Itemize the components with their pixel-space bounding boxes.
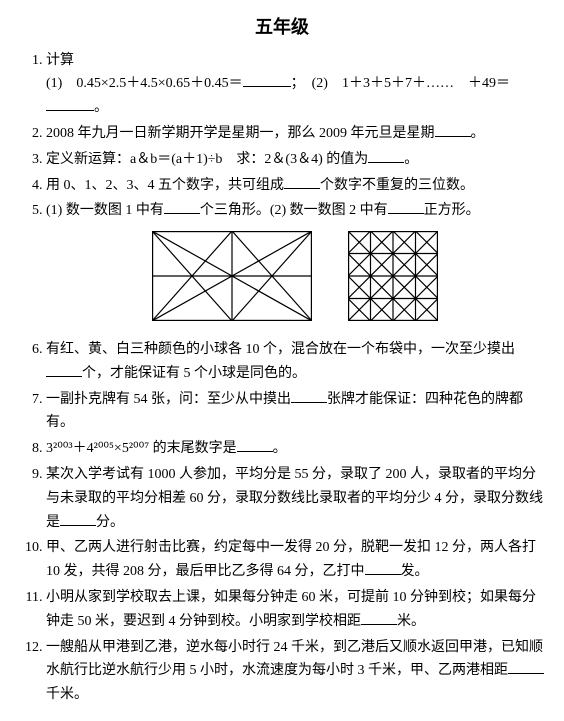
- q12b: 千米。: [46, 687, 88, 702]
- blank: [435, 122, 471, 137]
- q8a: 3²⁰⁰³＋4²⁰⁰⁵×5²⁰⁰⁷ 的末尾数字是: [46, 441, 237, 456]
- q1: 计算 (1) 0.45×2.5＋4.5×0.65＋0.45＝ ； (2) 1＋3＋…: [46, 49, 544, 120]
- blank: [368, 148, 404, 163]
- q7a: 一副扑克牌有 54 张，问：至少从中摸出: [46, 392, 291, 407]
- figures-row: [46, 231, 544, 334]
- blank: [46, 362, 82, 377]
- blank: [164, 199, 200, 214]
- q3b: 。: [404, 152, 418, 167]
- q5: (1) 数一数图 1 中有 个三角形。(2) 数一数图 2 中有 正方形。: [46, 199, 544, 334]
- q10a: 甲、乙两人进行射击比赛，约定每中一发得 20 分，脱靶一发扣 12 分，两人各打…: [46, 540, 536, 579]
- q2a: 2008 年九月一日新学期开学是星期一，那么 2009 年元旦是星期: [46, 126, 435, 141]
- q11: 小明从家到学校取去上课，如果每分钟走 60 米，可提前 10 分钟到校；如果每分…: [46, 586, 544, 634]
- q6a: 有红、黄、白三种颜色的小球各 10 个，混合放在一个布袋中，一次至少摸出: [46, 342, 515, 357]
- blank: [291, 388, 327, 403]
- q6: 有红、黄、白三种颜色的小球各 10 个，混合放在一个布袋中，一次至少摸出个，才能…: [46, 338, 544, 386]
- q1-part1c: 。: [94, 100, 108, 115]
- figure-2: [348, 231, 438, 334]
- blank: [237, 437, 273, 452]
- blank: [388, 199, 424, 214]
- question-list: 计算 (1) 0.45×2.5＋4.5×0.65＋0.45＝ ； (2) 1＋3＋…: [20, 49, 544, 707]
- q2b: 。: [471, 126, 485, 141]
- q5a: (1) 数一数图 1 中有: [46, 203, 164, 218]
- q12: 一艘船从甲港到乙港，逆水每小时行 24 千米，到乙港后又顺水返回甲港，已知顺水航…: [46, 636, 544, 707]
- q4b: 个数字不重复的三位数。: [320, 178, 474, 193]
- q1-head: 计算: [46, 53, 74, 68]
- q11a: 小明从家到学校取去上课，如果每分钟走 60 米，可提前 10 分钟到校；如果每分…: [46, 590, 536, 629]
- blank: [361, 610, 397, 625]
- q11b: 米。: [397, 614, 425, 629]
- q1-part1b: ； (2) 1＋3＋5＋7＋…… ＋49＝: [291, 76, 510, 91]
- q12a: 一艘船从甲港到乙港，逆水每小时行 24 千米，到乙港后又顺水返回甲港，已知顺水航…: [46, 640, 543, 679]
- q10: 甲、乙两人进行射击比赛，约定每中一发得 20 分，脱靶一发扣 12 分，两人各打…: [46, 536, 544, 584]
- q10b: 发。: [401, 564, 429, 579]
- q6b: 个，才能保证有 5 个小球是同色的。: [82, 366, 306, 381]
- fig1-svg: [152, 231, 312, 321]
- q1-part1a: (1) 0.45×2.5＋4.5×0.65＋0.45＝: [46, 76, 243, 91]
- q8: 3²⁰⁰³＋4²⁰⁰⁵×5²⁰⁰⁷ 的末尾数字是 。: [46, 437, 544, 461]
- blank: [46, 96, 94, 111]
- blank: [365, 560, 401, 575]
- blank: [284, 174, 320, 189]
- q2: 2008 年九月一日新学期开学是星期一，那么 2009 年元旦是星期 。: [46, 122, 544, 146]
- q9: 某次入学考试有 1000 人参加，平均分是 55 分，录取了 200 人，录取者…: [46, 463, 544, 534]
- q8b: 。: [273, 441, 287, 456]
- fig2-svg: [348, 231, 438, 321]
- q4a: 用 0、1、2、3、4 五个数字，共可组成: [46, 178, 284, 193]
- blank: [508, 659, 544, 674]
- q3: 定义新运算：a＆b＝(a＋1)÷b 求：2＆(3＆4) 的值为 。: [46, 148, 544, 172]
- page-title: 五年级: [20, 12, 544, 43]
- q3a: 定义新运算：a＆b＝(a＋1)÷b 求：2＆(3＆4) 的值为: [46, 152, 368, 167]
- q5b: 个三角形。(2) 数一数图 2 中有: [200, 203, 388, 218]
- q9b: 分。: [96, 515, 124, 530]
- blank: [243, 72, 291, 87]
- q7: 一副扑克牌有 54 张，问：至少从中摸出张牌才能保证：四种花色的牌都有。: [46, 388, 544, 436]
- q5c: 正方形。: [424, 203, 480, 218]
- blank: [60, 511, 96, 526]
- q4: 用 0、1、2、3、4 五个数字，共可组成 个数字不重复的三位数。: [46, 174, 544, 198]
- figure-1: [152, 231, 312, 334]
